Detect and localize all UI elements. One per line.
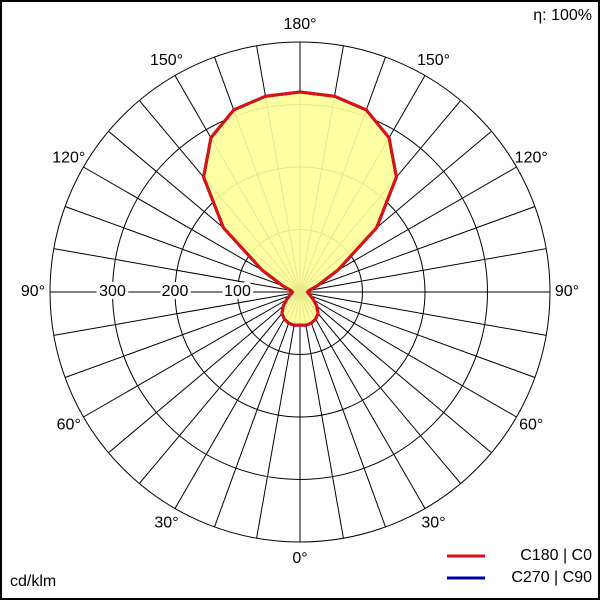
curve [202, 90, 301, 327]
curve-fill [203, 92, 397, 326]
outer-circle [49, 41, 551, 543]
angle-label: 120° [52, 150, 85, 167]
angle-label: 180° [283, 16, 316, 33]
angle-label: 30° [421, 514, 445, 531]
legend-label: C180 | C0 [520, 547, 592, 564]
angle-label: 30° [154, 514, 178, 531]
r-tick-label: 100 [224, 283, 251, 300]
angle-label: 60° [519, 417, 543, 434]
curve [299, 90, 398, 327]
angle-label: 150° [417, 52, 450, 69]
legend-label: C270 | C90 [511, 569, 592, 586]
angle-label: 60° [57, 417, 81, 434]
r-tick-label: 200 [162, 283, 189, 300]
angle-label: 0° [292, 550, 307, 567]
angle-label: 120° [515, 150, 548, 167]
r-tick-label: 300 [99, 283, 126, 300]
angle-label: 90° [21, 283, 45, 300]
unit-label: cd/klm [10, 573, 56, 590]
efficiency-label: η: 100% [533, 7, 592, 24]
angle-label: 90° [555, 283, 579, 300]
angle-label: 150° [150, 52, 183, 69]
